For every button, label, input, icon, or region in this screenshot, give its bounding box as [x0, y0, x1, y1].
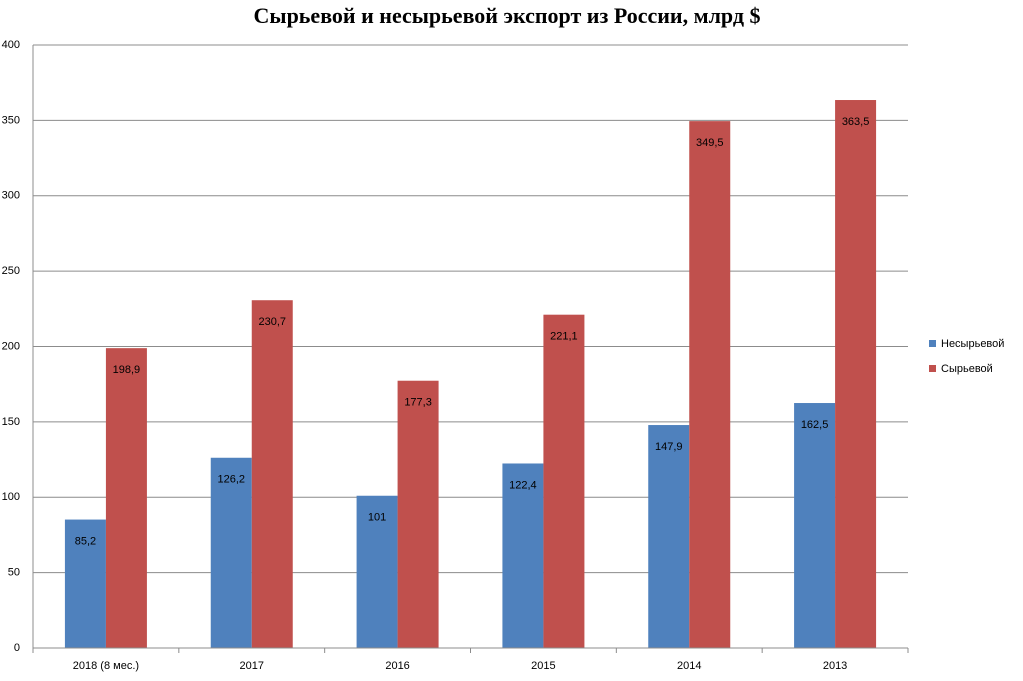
bar	[794, 403, 836, 648]
x-tick-label: 2014	[677, 660, 701, 672]
y-tick-label: 400	[2, 39, 20, 51]
x-tick-label: 2018 (8 мес.)	[73, 660, 139, 672]
y-tick-label: 350	[2, 114, 20, 126]
bar	[210, 457, 252, 648]
bar	[251, 300, 293, 648]
chart-title: Сырьевой и несырьевой экспорт из России,…	[254, 3, 761, 28]
data-label: 349,5	[696, 137, 724, 149]
bar	[64, 519, 106, 648]
y-tick-label: 50	[8, 567, 20, 579]
bar	[105, 348, 147, 648]
x-tick-label: 2017	[240, 660, 264, 672]
data-label: 363,5	[842, 116, 870, 128]
x-tick-label: 2013	[823, 660, 847, 672]
data-label: 198,9	[113, 364, 141, 376]
data-label: 162,5	[801, 419, 829, 431]
bar	[356, 495, 398, 648]
y-tick-label: 0	[14, 642, 20, 654]
data-label: 126,2	[217, 474, 245, 486]
bar	[543, 314, 585, 648]
data-label: 230,7	[258, 316, 286, 328]
data-label: 147,9	[655, 441, 683, 453]
x-tick-label: 2016	[385, 660, 409, 672]
legend-label: Сырьевой	[941, 363, 993, 375]
bar	[835, 100, 877, 649]
data-label: 221,1	[550, 331, 578, 343]
data-label: 101	[368, 512, 386, 524]
y-tick-label: 200	[2, 340, 20, 352]
data-label: 85,2	[75, 535, 96, 547]
bar	[689, 121, 731, 648]
bar	[648, 425, 690, 648]
x-tick-label: 2015	[531, 660, 555, 672]
y-tick-label: 100	[2, 491, 20, 503]
y-tick-label: 300	[2, 190, 20, 202]
y-tick-label: 250	[2, 265, 20, 277]
bar	[502, 463, 544, 648]
y-tick-label: 150	[2, 416, 20, 428]
legend-swatch	[929, 365, 936, 372]
legend-label: Несырьевой	[941, 338, 1004, 350]
legend-swatch	[929, 340, 936, 347]
data-label: 122,4	[509, 479, 537, 491]
data-label: 177,3	[404, 397, 432, 409]
bar	[397, 380, 439, 648]
